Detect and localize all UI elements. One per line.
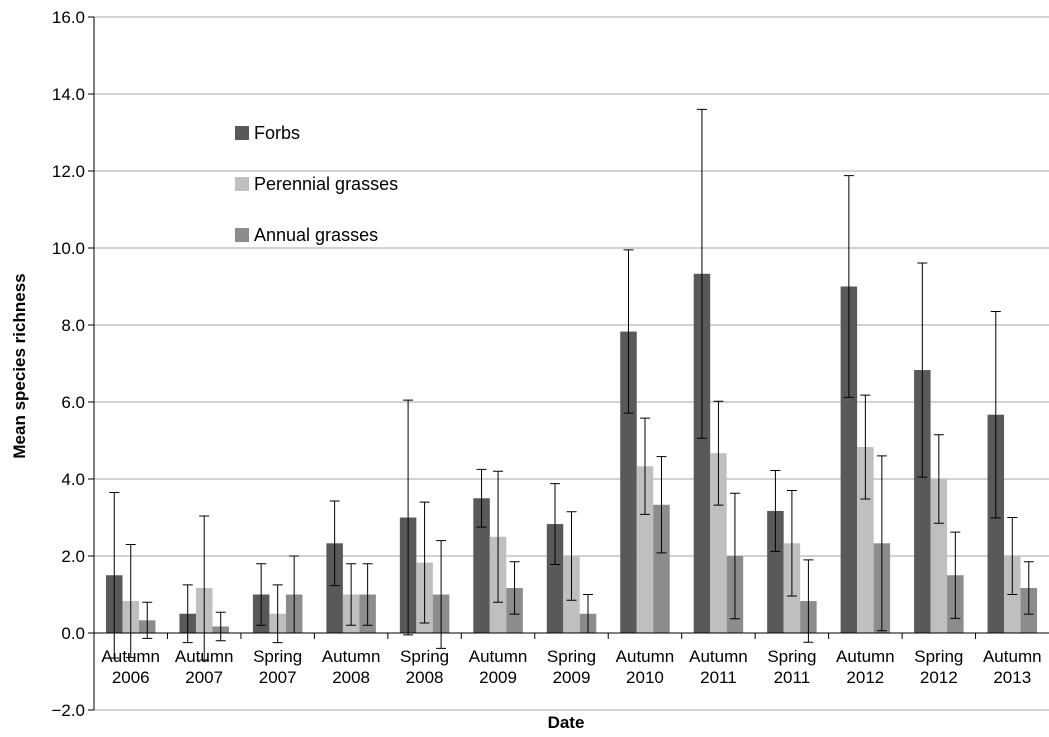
x-axis-title: Date	[548, 713, 585, 732]
y-tick-label: 4.0	[61, 470, 85, 489]
error-bar	[770, 470, 781, 552]
x-category-label: Spring 2009	[547, 647, 596, 687]
x-category-label: Spring 2011	[767, 647, 816, 687]
x-category-label: Autumn 2008	[322, 647, 381, 687]
x-category-label: Autumn 2007	[175, 647, 234, 687]
y-tick-label: 12.0	[52, 162, 85, 181]
bar-annual-grasses	[653, 504, 670, 633]
error-bars	[109, 108, 1034, 661]
y-tick-label: 6.0	[61, 393, 85, 412]
error-bar	[403, 399, 414, 636]
y-axis-title: Mean species richness	[10, 273, 29, 458]
error-bar	[109, 491, 120, 659]
error-bar	[142, 601, 153, 639]
error-bar	[346, 563, 357, 626]
legend-label: Perennial grasses	[254, 174, 398, 194]
error-bar	[362, 563, 373, 626]
legend: Forbs Perennial grasses Annual grasses	[235, 123, 398, 245]
error-bar	[329, 500, 340, 587]
bar-perennial-grasses	[710, 453, 727, 633]
error-bar	[509, 561, 520, 615]
error-bar	[256, 563, 267, 626]
error-bar	[950, 531, 961, 619]
x-category-label: Autumn 2006	[101, 647, 160, 687]
y-tick-labels: −2.0 0.0 2.0 4.0 6.0 8.0 10.0 12.0 14.0 16.0	[51, 8, 85, 720]
error-bar	[476, 468, 487, 528]
x-category-label: Spring 2008	[400, 647, 449, 687]
error-bar	[990, 311, 1001, 519]
axes	[88, 16, 1049, 711]
error-bar	[623, 249, 634, 414]
y-tick-label: −2.0	[51, 701, 85, 720]
error-bar	[729, 492, 740, 620]
error-bar	[639, 417, 650, 515]
error-bar	[436, 540, 447, 649]
y-tick-label: 0.0	[61, 624, 85, 643]
error-bar	[656, 456, 667, 554]
error-bar	[550, 483, 561, 565]
legend-swatch	[235, 228, 249, 242]
error-bar	[713, 400, 724, 506]
x-category-label: Spring 2007	[253, 647, 302, 687]
error-bar	[1023, 561, 1034, 615]
y-tick-label: 14.0	[52, 85, 85, 104]
error-bar	[843, 175, 854, 398]
x-category-labels: Autumn 2006 Autumn 2007 Spring 2007 Autumn 2008…	[101, 647, 1041, 687]
x-category-label: Spring 2012	[914, 647, 963, 687]
legend-swatch	[235, 126, 249, 140]
y-tick-label: 10.0	[52, 239, 85, 258]
error-bar	[917, 262, 928, 478]
error-bar	[215, 611, 226, 642]
bar-forbs	[620, 331, 637, 633]
y-tick-label: 8.0	[61, 316, 85, 335]
bar-forbs	[693, 273, 711, 633]
error-bar	[860, 394, 871, 500]
error-bar	[419, 501, 430, 624]
bar-forbs	[546, 524, 564, 633]
error-bar	[876, 455, 887, 632]
bar-forbs	[473, 498, 490, 633]
bar-perennial-grasses	[930, 479, 948, 633]
error-bar	[493, 470, 504, 603]
y-tick-label: 2.0	[61, 547, 85, 566]
error-bar	[1007, 517, 1018, 595]
error-bar	[933, 434, 944, 524]
legend-label: Forbs	[254, 123, 300, 143]
legend-label: Annual grasses	[254, 225, 378, 245]
bar-forbs	[987, 414, 1005, 633]
error-bar	[199, 515, 210, 661]
error-bar	[803, 559, 814, 643]
bar-perennial-grasses	[636, 466, 654, 633]
gridlines	[94, 16, 1049, 711]
error-bar	[125, 543, 136, 659]
x-category-label: Autumn 2011	[689, 647, 748, 687]
bar-forbs	[840, 286, 858, 633]
x-category-label: Autumn 2010	[616, 647, 675, 687]
error-bar	[786, 490, 797, 597]
bar-perennial-grasses	[857, 447, 874, 633]
x-category-label: Autumn 2013	[983, 647, 1042, 687]
bar-forbs	[767, 510, 784, 633]
x-category-label: Autumn 2012	[836, 647, 895, 687]
legend-swatch	[235, 177, 249, 191]
bar-forbs	[914, 370, 931, 633]
y-tick-label: 16.0	[52, 8, 85, 27]
bar-forbs	[326, 543, 343, 633]
x-category-label: Autumn 2009	[469, 647, 528, 687]
error-bar	[566, 511, 577, 601]
error-bar	[696, 108, 707, 439]
